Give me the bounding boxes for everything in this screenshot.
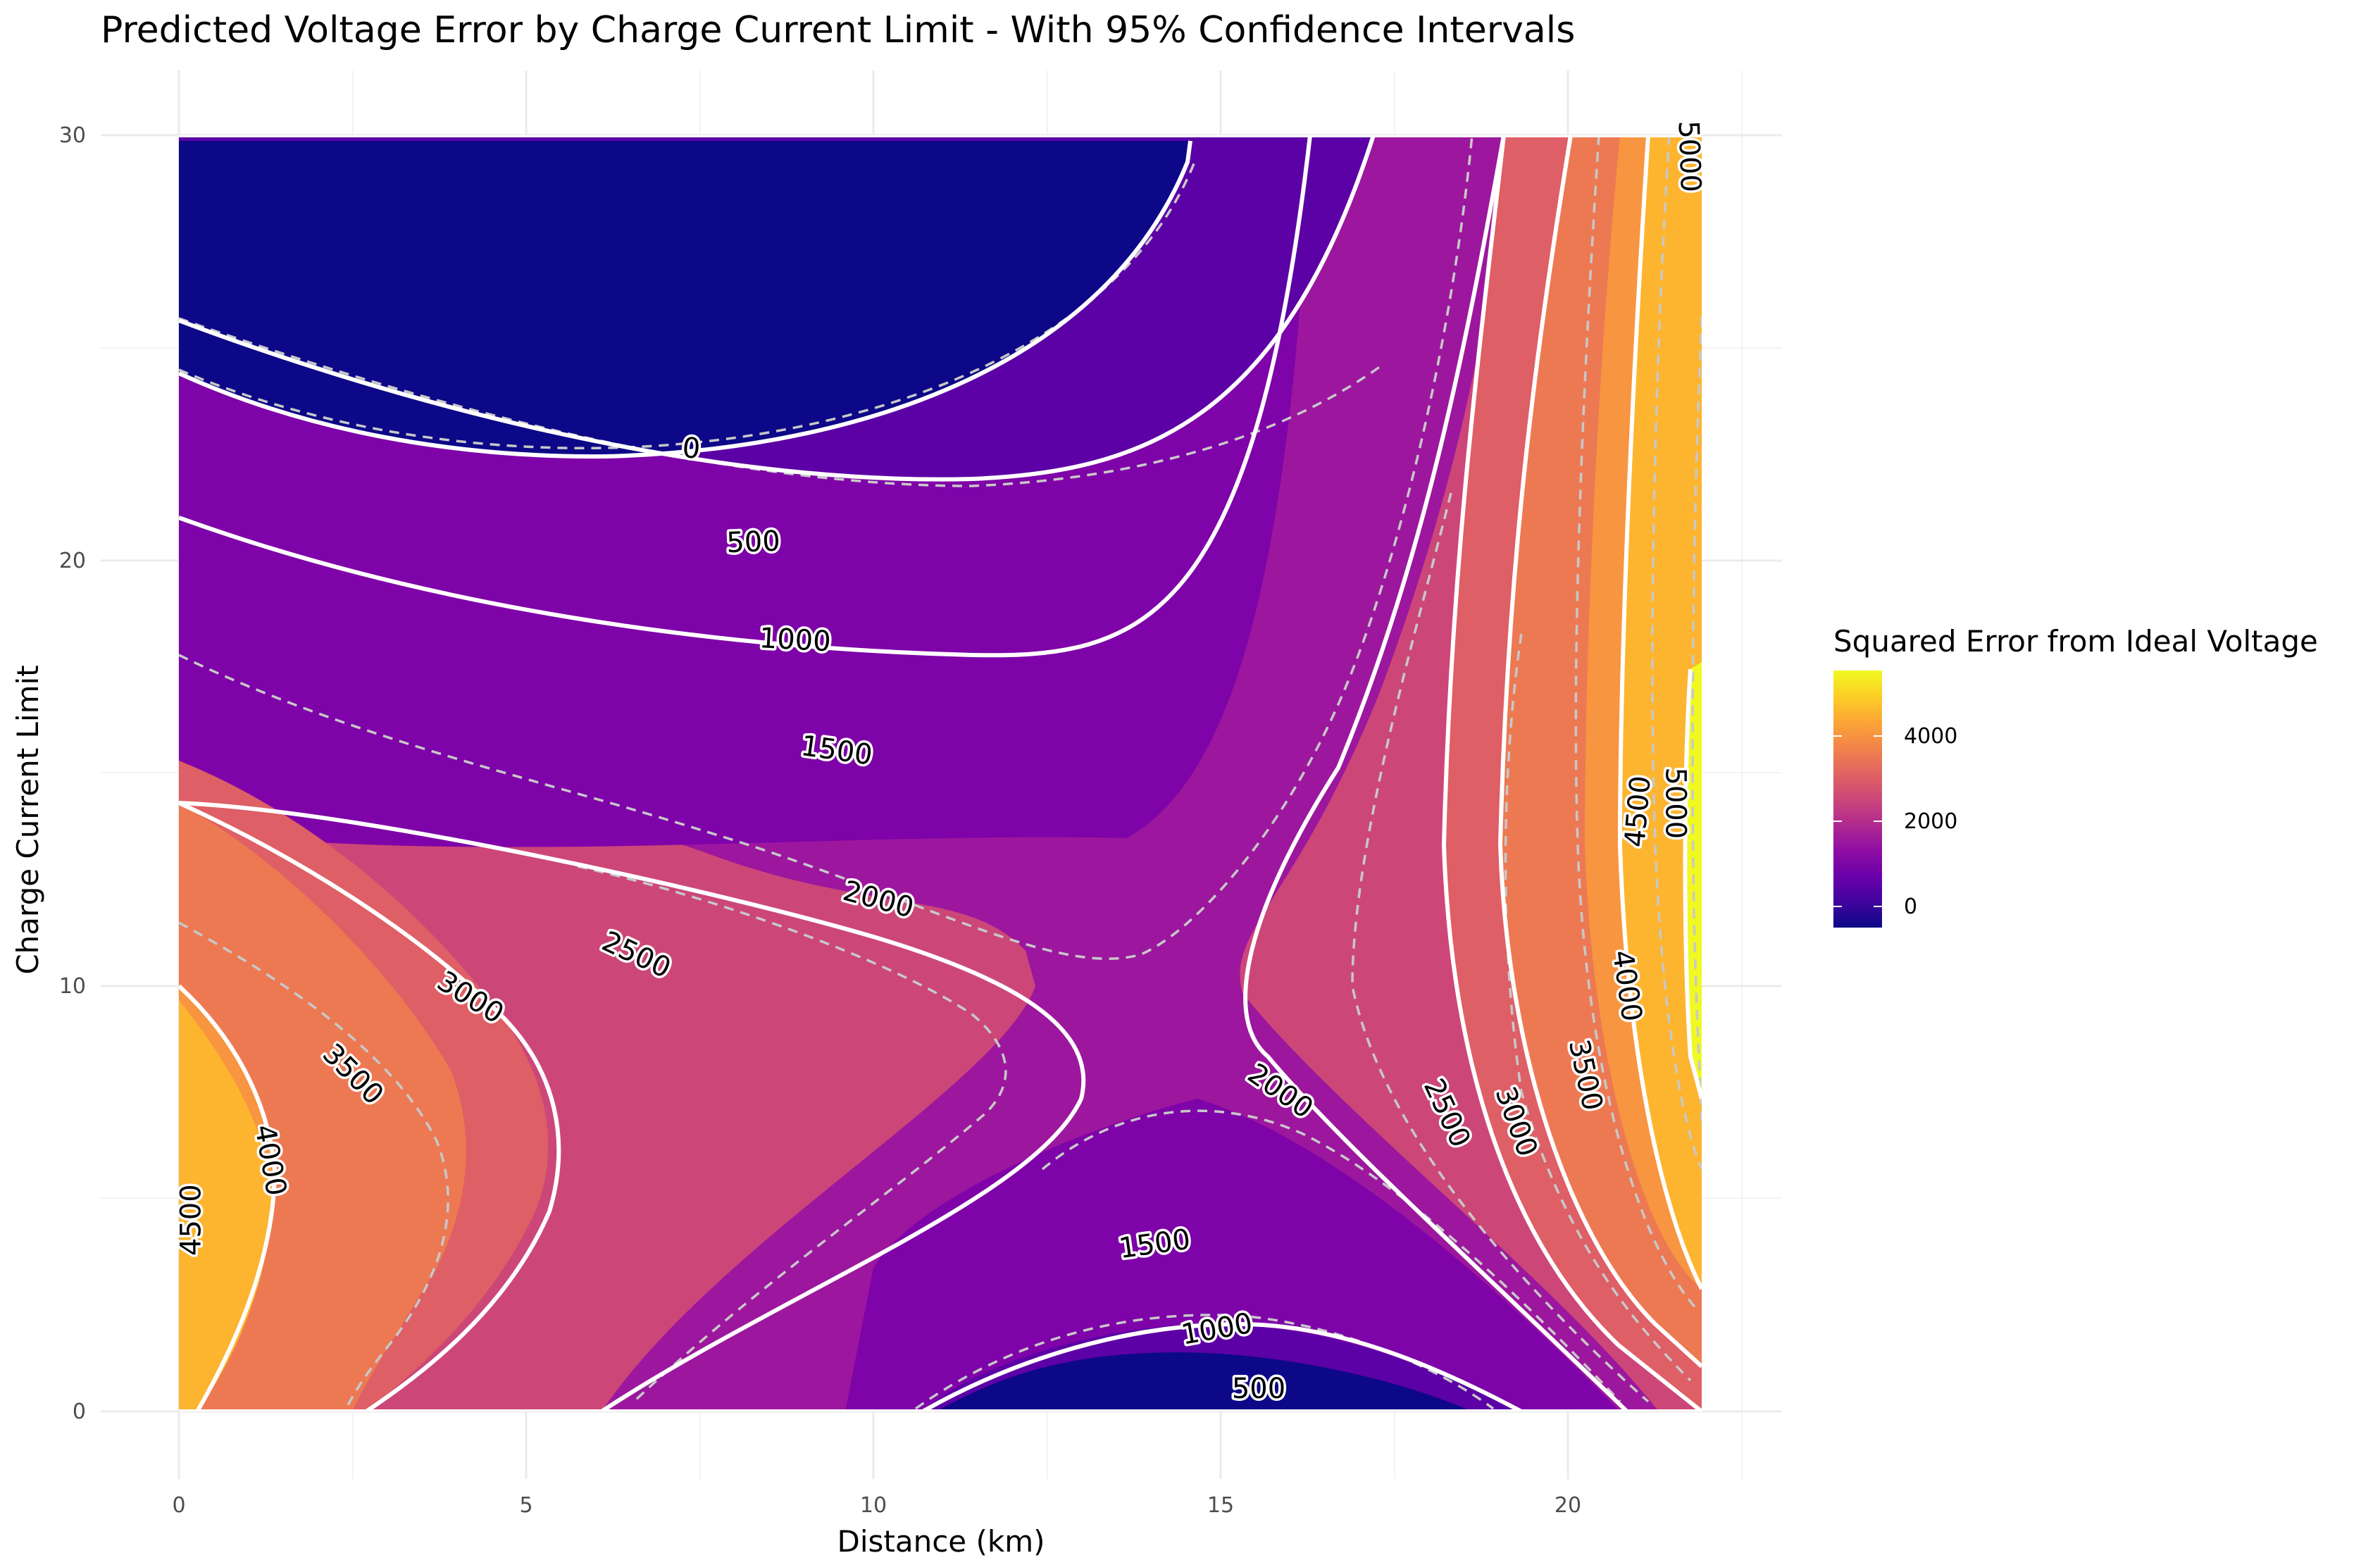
contour-line-4000-right — [1497, 135, 1702, 1368]
contour-line-3000-right — [1441, 135, 1702, 1411]
band-0-500 — [179, 141, 1472, 1411]
legend-title: Squared Error from Ideal Voltage — [1833, 624, 2318, 659]
x-axis: 0 5 10 15 20 Distance (km) — [172, 1493, 1581, 1559]
contour-line-2000-upper — [179, 801, 1086, 1411]
y-tick-label: 20 — [59, 549, 86, 573]
contour-label: 5000 — [1659, 767, 1692, 839]
ci-line — [179, 161, 1196, 450]
contour-line-3000-left — [179, 801, 561, 1411]
y-tick-label: 10 — [59, 974, 86, 999]
legend-tick-label: 0 — [1904, 894, 1917, 919]
ci-line — [1651, 135, 1702, 1170]
ci-line — [577, 865, 1007, 1403]
contour-line-1000 — [179, 135, 1312, 658]
ci-line — [914, 1314, 1495, 1410]
ci-line — [179, 135, 1474, 960]
contour-label: 4500 — [1619, 774, 1657, 848]
contour-label: 5000 — [1672, 120, 1707, 192]
x-tick-label: 20 — [1555, 1493, 1581, 1518]
contour-label: 500 — [1232, 1373, 1285, 1405]
contour-line-2000-right — [1243, 135, 1629, 1411]
x-tick-label: 0 — [172, 1493, 185, 1518]
ci-line — [1574, 135, 1699, 1311]
y-axis-title: Charge Current Limit — [11, 665, 45, 974]
y-tick-label: 30 — [59, 123, 86, 148]
contour-label: 1000 — [759, 622, 832, 658]
contour-label: 4500 — [175, 1184, 208, 1256]
contour-line-1000-bottom — [921, 1321, 1523, 1411]
x-tick-label: 10 — [860, 1493, 887, 1518]
y-axis: 0 10 20 30 Charge Current Limit — [11, 123, 86, 1424]
contour-label: 0 — [681, 432, 702, 466]
x-tick-label: 5 — [519, 1493, 532, 1518]
ci-line — [1691, 316, 1702, 1128]
legend-tick-label: 4000 — [1904, 724, 1957, 749]
x-axis-title: Distance (km) — [837, 1524, 1045, 1559]
x-tick-label: 15 — [1207, 1493, 1234, 1518]
contour-line-4000-left — [179, 984, 278, 1411]
contour-line-500 — [179, 135, 1376, 482]
chart-title: Predicted Voltage Error by Charge Curren… — [101, 9, 1575, 51]
ci-line — [1351, 492, 1650, 1403]
contour-label: 500 — [726, 525, 781, 560]
contour-fill — [179, 135, 1702, 1411]
legend-colorbar — [1833, 671, 1882, 928]
contour-line-4500-right — [1617, 135, 1702, 1290]
ci-line — [179, 317, 1382, 487]
ci-line — [1041, 1109, 1621, 1403]
legend: Squared Error from Ideal Voltage 0 2000 … — [1833, 624, 2318, 928]
contour-line-5000 — [1683, 668, 1702, 1099]
band-3000-3500 — [179, 135, 1702, 1411]
legend-tick-label: 2000 — [1904, 809, 1957, 834]
ci-line — [1504, 633, 1692, 1382]
y-tick-label: 0 — [73, 1399, 86, 1424]
